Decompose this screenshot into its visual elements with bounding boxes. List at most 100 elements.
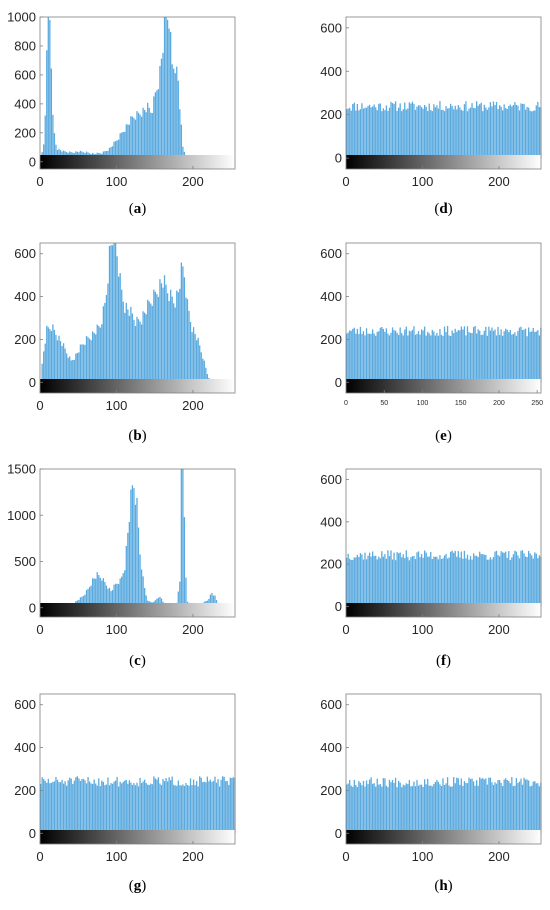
histogram-bar <box>176 290 178 383</box>
histogram-bar <box>151 305 153 383</box>
histogram-bar <box>124 131 126 162</box>
y-tick-label: 1000 <box>7 10 36 25</box>
histogram-bar <box>75 353 77 383</box>
histogram-bar <box>375 786 377 834</box>
histogram-bar <box>153 776 155 834</box>
histogram-bar <box>173 303 175 383</box>
histogram-bar <box>79 344 82 383</box>
histogram-bar <box>151 784 153 834</box>
histogram-bar <box>422 108 424 159</box>
histogram-bar <box>199 345 201 383</box>
histogram-bar <box>384 331 386 383</box>
histogram-bar <box>414 559 417 607</box>
histogram-bar <box>346 784 348 834</box>
histogram-bar <box>535 105 537 159</box>
histogram-bar <box>500 106 502 159</box>
histogram-bar <box>456 331 458 383</box>
y-tick-label: 0 <box>335 599 342 614</box>
histogram-bar <box>393 782 395 834</box>
histogram-bar <box>463 326 466 383</box>
histogram-bar <box>502 110 504 159</box>
histogram-bar <box>92 783 94 834</box>
histogram-bar <box>113 584 115 608</box>
histogram-bar <box>370 777 372 834</box>
histogram-bar <box>453 333 455 383</box>
histogram-bar <box>53 781 56 834</box>
histogram-bar <box>450 103 452 159</box>
histogram-bar <box>95 783 97 834</box>
histogram-bar <box>489 777 492 834</box>
y-tick-label: 600 <box>14 697 36 712</box>
histogram-bar <box>180 785 183 834</box>
histogram-bar <box>165 778 167 834</box>
histogram-bar <box>133 319 135 383</box>
histogram-bar <box>396 110 398 159</box>
histogram-bar <box>150 783 152 834</box>
histogram-bar <box>189 321 192 383</box>
histogram-bar <box>535 331 537 383</box>
histogram-bar <box>398 553 400 607</box>
x-tick-label: 0 <box>344 400 348 407</box>
histogram-bar <box>436 779 438 834</box>
histogram-bar <box>160 785 163 834</box>
histogram-bar <box>509 783 511 834</box>
histogram-bar <box>55 776 57 834</box>
y-tick-label: 200 <box>14 125 36 140</box>
histogram-bar <box>408 102 411 159</box>
x-tick-label: 100 <box>106 174 128 189</box>
histogram-bar <box>515 777 518 834</box>
histogram-bar <box>497 779 499 834</box>
histogram-bar <box>474 325 476 383</box>
histogram-bar <box>356 786 359 834</box>
histogram-bar <box>59 341 62 383</box>
histogram-bar <box>433 784 435 834</box>
histogram-bar <box>424 105 426 159</box>
histogram-bar <box>200 777 202 834</box>
histogram-bar <box>385 785 388 834</box>
histogram-bar <box>67 357 69 383</box>
histogram-bar <box>492 330 495 383</box>
histogram-bar <box>462 785 464 834</box>
grayscale-colorbar <box>40 603 235 617</box>
histogram-bar <box>427 331 429 383</box>
histogram-bar <box>492 101 495 159</box>
histogram-bar <box>137 527 140 608</box>
histogram-bar <box>361 333 363 383</box>
histogram-bar <box>526 106 528 159</box>
histogram-bar <box>425 106 427 159</box>
histogram-bar <box>471 103 473 159</box>
histogram-bar <box>526 779 528 834</box>
histogram-bar <box>130 782 132 834</box>
y-tick-label: 400 <box>320 740 342 755</box>
histogram-bar <box>196 340 198 383</box>
histogram-bar <box>394 330 397 383</box>
histogram-bar <box>90 585 92 608</box>
histogram-bar <box>419 334 421 383</box>
histogram-bar <box>424 326 426 383</box>
histogram-bar <box>229 777 231 834</box>
histogram-bar <box>197 337 199 383</box>
histogram-bar <box>349 330 351 383</box>
histogram-bar <box>450 551 452 607</box>
histogram-bar <box>114 780 117 834</box>
histogram-bar <box>381 326 383 383</box>
histogram-bar <box>532 781 534 834</box>
histogram-bar <box>379 784 381 834</box>
histogram-bar <box>162 287 164 383</box>
histogram-bar <box>514 102 516 159</box>
histogram-bar <box>186 298 189 383</box>
histogram-bar <box>147 784 149 834</box>
histogram-bar <box>468 777 470 834</box>
histogram-bar <box>72 360 74 383</box>
histogram-bar <box>186 785 189 834</box>
histogram-bar <box>537 330 539 383</box>
histogram-bar <box>476 333 478 383</box>
histogram-bar <box>384 554 386 607</box>
histogram-bar <box>85 783 88 834</box>
histogram-bar <box>451 106 453 159</box>
histogram-bar <box>163 275 166 383</box>
histogram-bar <box>114 583 117 608</box>
histogram-bar <box>50 68 53 162</box>
histogram-bar <box>479 551 481 607</box>
histogram-bar <box>119 273 121 383</box>
